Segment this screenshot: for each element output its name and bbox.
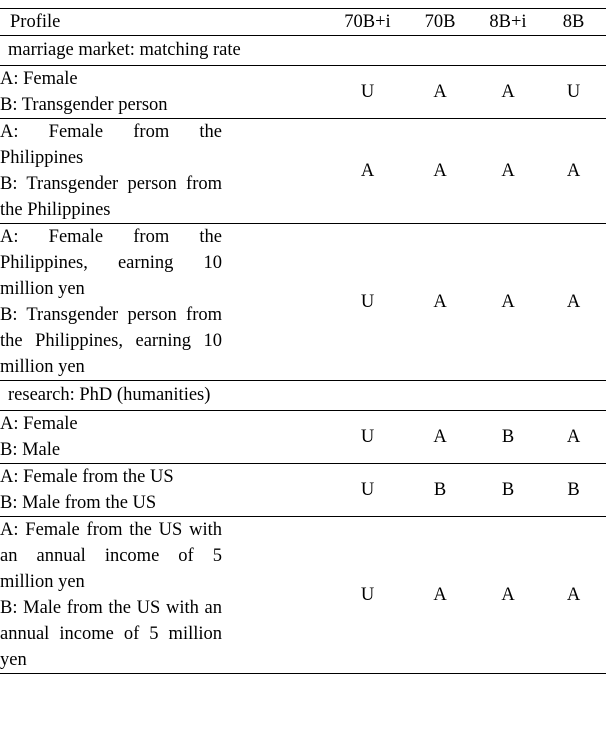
profile-line-b: B: Transgender person from the Philippin… [0, 174, 222, 220]
paper-table-page: Profile 70B+i 70B 8B+i 8B marriage marke… [0, 8, 606, 674]
section-row-research-phd: research: PhD (humanities) [0, 380, 606, 411]
profile-line-a: A: Female from the Philippines, earning … [0, 227, 222, 299]
value-cell: A [405, 516, 475, 674]
value-cell: U [541, 65, 606, 119]
table-row: A: Female from the US with an annual inc… [0, 516, 606, 674]
table-row: A: Female from the Philippines B: Transg… [0, 118, 606, 224]
profile-line-a: A: Female [0, 69, 78, 89]
value-cell: B [475, 463, 541, 517]
value-cell: U [330, 410, 405, 464]
col-header-8b: 8B [541, 8, 606, 36]
col-header-70b-i: 70B+i [330, 8, 405, 36]
profile-line-b: B: Transgender person from the Philippin… [0, 305, 222, 377]
profile-line-a: A: Female from the US [0, 467, 174, 487]
col-header-8b-i: 8B+i [475, 8, 541, 36]
col-header-70b: 70B [405, 8, 475, 36]
value-cell: A [405, 118, 475, 224]
section-title: marriage market: matching rate [0, 35, 606, 66]
table-body: marriage market: matching rate A: Female… [0, 35, 606, 674]
profile-line-b: B: Male from the US [0, 493, 157, 513]
value-cell: U [330, 223, 405, 381]
value-cell: A [330, 118, 405, 224]
value-cell: A [475, 223, 541, 381]
table-row: A: Female B: Transgender person U A A U [0, 65, 606, 119]
value-cell: A [475, 516, 541, 674]
value-cell: A [405, 410, 475, 464]
section-title: research: PhD (humanities) [0, 380, 606, 411]
value-cell: A [405, 65, 475, 119]
col-header-profile: Profile [0, 8, 330, 36]
profile-line-b: B: Transgender person [0, 95, 168, 115]
value-cell: B [405, 463, 475, 517]
header-row: Profile 70B+i 70B 8B+i 8B [0, 8, 606, 36]
value-cell: A [541, 118, 606, 224]
profile-cell: A: Female from the US with an annual inc… [0, 516, 330, 674]
profile-cell: A: Female from the Philippines, earning … [0, 223, 330, 381]
results-table: Profile 70B+i 70B 8B+i 8B marriage marke… [0, 8, 606, 674]
value-cell: A [541, 410, 606, 464]
table-head: Profile 70B+i 70B 8B+i 8B [0, 8, 606, 36]
value-cell: A [541, 516, 606, 674]
value-cell: B [475, 410, 541, 464]
profile-line-a: A: Female [0, 414, 78, 434]
table-row: A: Female from the Philippines, earning … [0, 223, 606, 381]
profile-line-b: B: Male [0, 440, 61, 460]
profile-line-a: A: Female from the US with an annual inc… [0, 520, 222, 592]
section-row-marriage-market: marriage market: matching rate [0, 35, 606, 66]
value-cell: U [330, 463, 405, 517]
table-row: A: Female B: Male U A B A [0, 410, 606, 464]
value-cell: U [330, 65, 405, 119]
profile-cell: A: Female from the US B: Male from the U… [0, 463, 330, 517]
value-cell: U [330, 516, 405, 674]
value-cell: B [541, 463, 606, 517]
value-cell: A [475, 65, 541, 119]
value-cell: A [405, 223, 475, 381]
profile-line-a: A: Female from the Philippines [0, 122, 222, 168]
profile-cell: A: Female B: Transgender person [0, 65, 330, 119]
profile-cell: A: Female B: Male [0, 410, 330, 464]
value-cell: A [475, 118, 541, 224]
profile-line-b: B: Male from the US with an annual incom… [0, 598, 222, 670]
profile-cell: A: Female from the Philippines B: Transg… [0, 118, 330, 224]
value-cell: A [541, 223, 606, 381]
table-row: A: Female from the US B: Male from the U… [0, 463, 606, 517]
